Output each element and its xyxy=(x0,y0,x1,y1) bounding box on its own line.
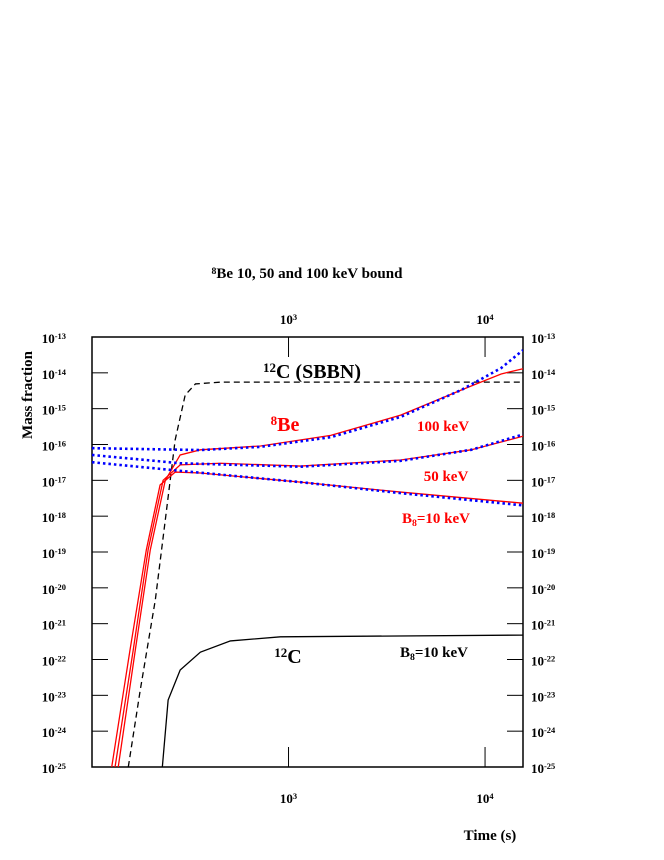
y-tick-label: 10-18 xyxy=(42,510,66,525)
y-tick-label-right: 10-25 xyxy=(531,761,555,776)
y-tick-label-right: 10-15 xyxy=(531,403,555,418)
y-tick-label: 10-21 xyxy=(42,618,66,633)
y-tick-label: 10-25 xyxy=(42,761,66,776)
y-tick-label-right: 10-20 xyxy=(531,582,555,597)
y-tick-label-right: 10-18 xyxy=(531,510,555,525)
y-tick-label: 10-16 xyxy=(42,439,66,454)
series-line xyxy=(161,634,523,767)
series-line xyxy=(114,435,523,767)
annotation: 50 keV xyxy=(424,469,469,485)
series-line xyxy=(127,381,523,767)
y-tick-label: 10-23 xyxy=(42,689,66,704)
x-tick-label-top: 103 xyxy=(280,312,297,327)
y-tick-label-right: 10-14 xyxy=(531,367,556,382)
y-tick-label-right: 10-16 xyxy=(531,439,555,454)
y-tick-label: 10-24 xyxy=(42,725,67,740)
y-tick-label: 10-14 xyxy=(42,367,67,382)
annotation: B8=10 keV xyxy=(402,511,470,529)
series-line xyxy=(92,460,523,507)
annotation: 100 keV xyxy=(417,419,469,435)
x-tick-label: 104 xyxy=(476,791,494,806)
y-tick-label-right: 10-23 xyxy=(531,689,555,704)
x-axis-label: Time (s) xyxy=(464,828,517,844)
y-tick-label-right: 10-22 xyxy=(531,654,555,669)
x-tick-label-top: 104 xyxy=(476,312,494,327)
annotation: 12C xyxy=(274,645,301,668)
plot-frame xyxy=(91,336,524,768)
y-axis-label: Mass fraction xyxy=(20,350,36,439)
series-line xyxy=(92,349,523,452)
annotation: B8=10 keV xyxy=(400,645,468,663)
y-tick-label: 10-17 xyxy=(42,474,67,489)
y-tick-label-right: 10-21 xyxy=(531,618,555,633)
y-tick-label: 10-19 xyxy=(42,546,66,561)
series-line xyxy=(92,433,523,469)
y-tick-label-right: 10-24 xyxy=(531,725,556,740)
annotation: 12C (SBBN) xyxy=(263,360,361,383)
chart-title: 8Be 10, 50 and 100 keV bound xyxy=(212,266,404,283)
y-tick-label: 10-22 xyxy=(42,654,66,669)
y-tick-label: 10-13 xyxy=(42,331,66,346)
y-tick-label-right: 10-13 xyxy=(531,331,555,346)
x-tick-label: 103 xyxy=(280,791,297,806)
y-tick-label-right: 10-17 xyxy=(531,474,556,489)
y-tick-label-right: 10-19 xyxy=(531,546,555,561)
y-tick-label: 10-15 xyxy=(42,403,66,418)
annotation: 8Be xyxy=(271,413,300,436)
y-tick-label: 10-20 xyxy=(42,582,66,597)
